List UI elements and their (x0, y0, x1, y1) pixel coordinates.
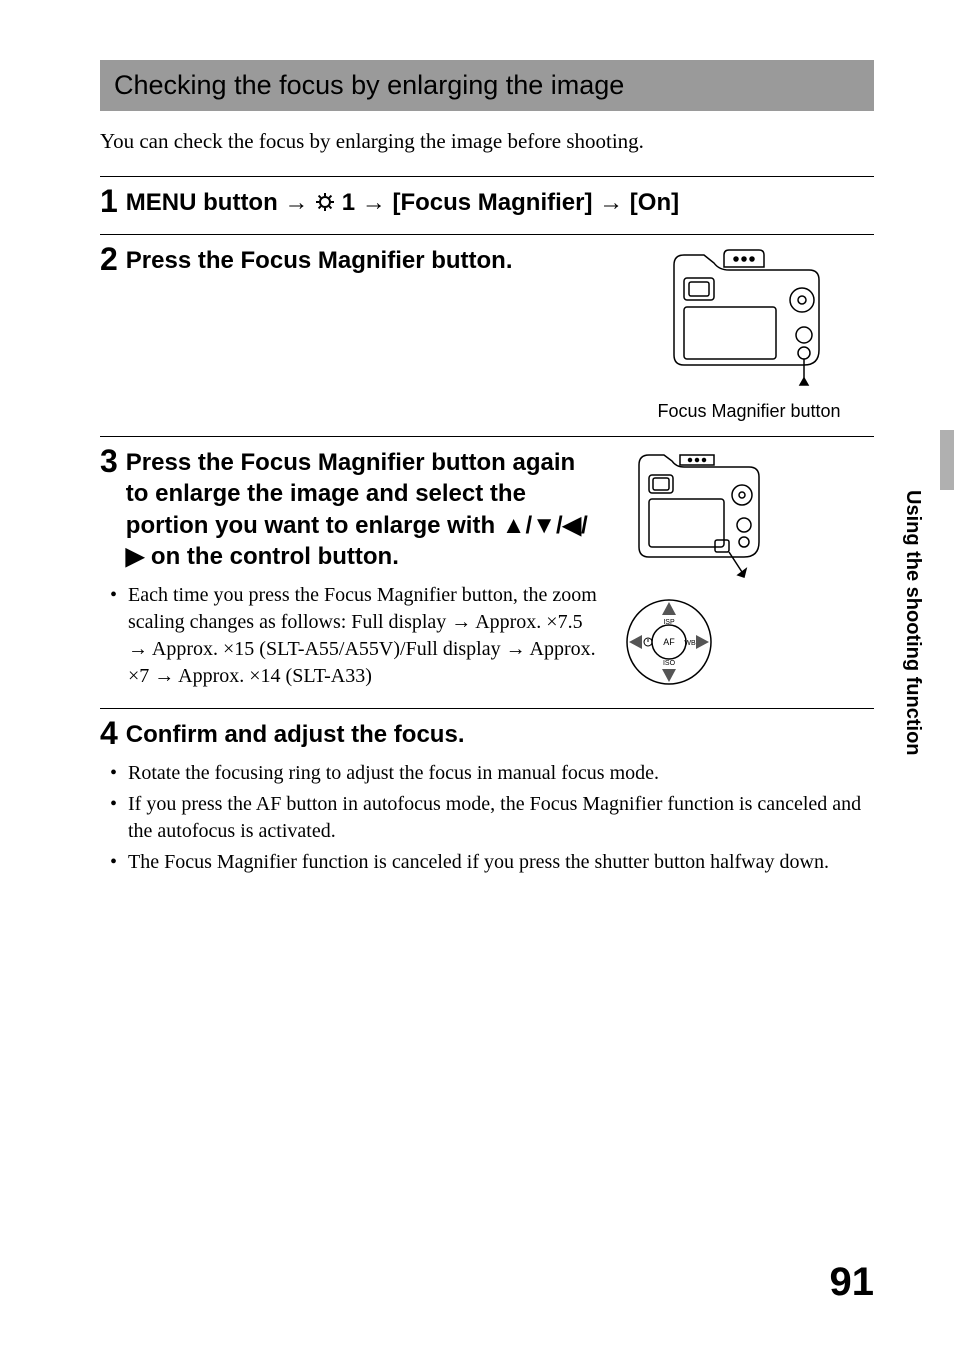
step-title: Press the Focus Magnifier button again t… (126, 447, 604, 572)
arrow-icon: → (362, 189, 386, 216)
side-section-label: Using the shooting function (901, 490, 924, 756)
side-tab (940, 430, 954, 490)
step-title: MENU button → (126, 187, 679, 220)
step-3: 3 Press the Focus Magnifier button again… (100, 436, 874, 694)
arrow-icon: → (128, 638, 148, 660)
arrow-icon: → (506, 638, 526, 660)
intro-text: You can check the focus by enlarging the… (100, 129, 874, 154)
dial-top-label: ISP (663, 619, 675, 626)
arrow-icon: → (451, 611, 471, 633)
step3-bullet: Each time you press the Focus Magnifier … (128, 582, 604, 690)
bullet-text: Approx. ×14 (SLT-A33) (174, 665, 372, 687)
arrow-icon: → (154, 665, 174, 687)
step-number: 3 (100, 445, 118, 477)
arrow-icon: → (284, 189, 308, 216)
camera-illustration-small (624, 447, 774, 587)
step-number: 4 (100, 717, 118, 749)
dial-center-label: AF (663, 637, 675, 647)
step-number: 1 (100, 185, 118, 217)
page-number: 91 (830, 1260, 875, 1305)
menu-prefix: MENU button (126, 189, 285, 216)
bullet-text: Approx. ×15 (SLT-A55/A55V)/Full display (148, 638, 506, 660)
camera-caption: Focus Magnifier button (657, 401, 840, 422)
step-1: 1 MENU button → (100, 176, 874, 220)
step-title: Confirm and adjust the focus. (126, 719, 465, 750)
menu-value: [On] (623, 189, 679, 216)
step-number: 2 (100, 243, 118, 275)
menu-number: 1 (335, 189, 362, 216)
step-2: 2 Press the Focus Magnifier button. (100, 234, 874, 422)
control-dial-illustration: AF ISP ISO WB (624, 597, 714, 687)
bullet-text: Approx. ×7.5 (471, 611, 582, 633)
section-banner: Checking the focus by enlarging the imag… (100, 60, 874, 111)
step4-bullet: The Focus Magnifier function is canceled… (128, 849, 874, 876)
step4-bullet: If you press the AF button in autofocus … (128, 791, 874, 845)
dial-bottom-label: ISO (663, 660, 676, 667)
gear-icon (315, 189, 335, 220)
step4-bullet: Rotate the focusing ring to adjust the f… (128, 760, 874, 787)
arrow-icon: → (599, 189, 623, 216)
dial-right-label: WB (684, 640, 696, 647)
camera-illustration (654, 245, 844, 395)
step3-text-b: on the control button. (144, 543, 399, 570)
step-title: Press the Focus Magnifier button. (126, 245, 513, 276)
menu-item: [Focus Magnifier] (386, 189, 599, 216)
step-4: 4 Confirm and adjust the focus. Rotate t… (100, 708, 874, 876)
